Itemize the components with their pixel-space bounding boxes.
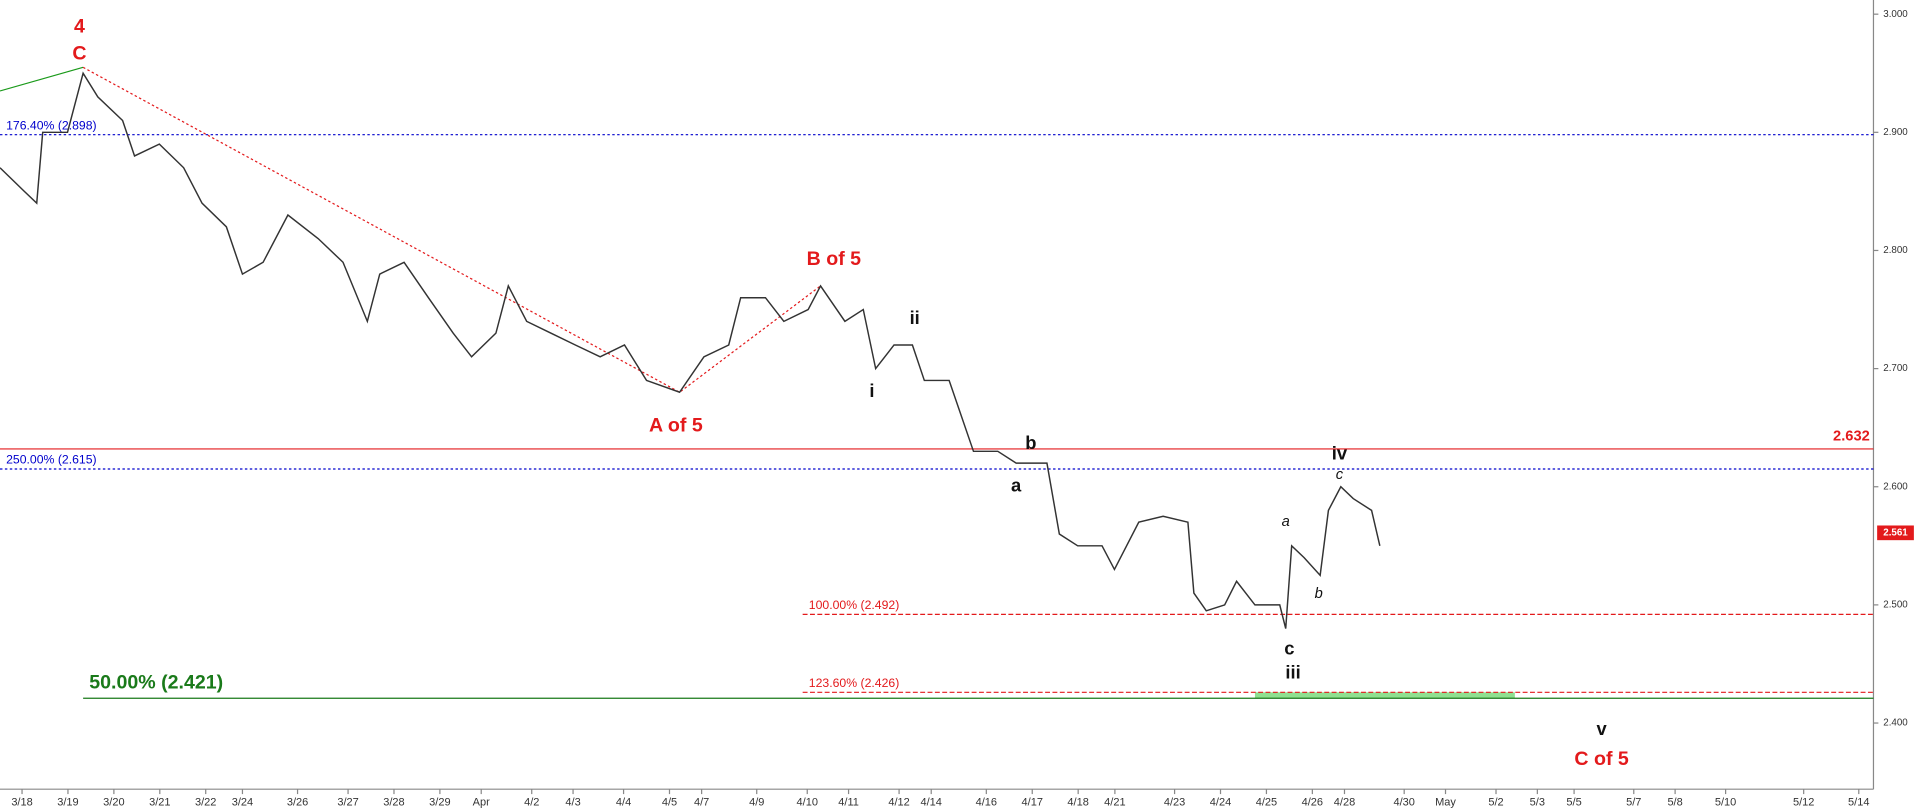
- wave-label: a: [1282, 514, 1290, 530]
- wave-label: b: [1315, 586, 1323, 602]
- level-label: 50.00% (2.421): [89, 672, 223, 694]
- y-tick-label: 2.700: [1883, 363, 1908, 374]
- y-tick-label: 2.500: [1883, 599, 1908, 610]
- level-label: 176.40% (2.898): [6, 118, 97, 132]
- wave-label: i: [869, 380, 874, 401]
- x-tick-label: 4/26: [1302, 797, 1323, 809]
- target-zone: [1254, 692, 1515, 699]
- wave-label: b: [1025, 432, 1036, 453]
- y-tick-label: 2.600: [1883, 481, 1908, 492]
- x-tick-label: 4/18: [1067, 797, 1088, 809]
- level-label: 2.632: [1833, 429, 1870, 445]
- x-tick-label: 4/21: [1104, 797, 1125, 809]
- x-tick-label: 4/12: [888, 797, 909, 809]
- x-tick-label: 4/25: [1256, 797, 1277, 809]
- wave-label: B of 5: [807, 248, 862, 270]
- level-label: 123.60% (2.426): [809, 676, 900, 690]
- x-tick-label: 5/3: [1530, 797, 1545, 809]
- wave-label: C: [72, 43, 86, 65]
- x-tick-label: 4/10: [797, 797, 818, 809]
- wave-label: v: [1597, 718, 1608, 739]
- level-label: 100.00% (2.492): [809, 598, 900, 612]
- wave-label: c: [1284, 638, 1294, 659]
- x-tick-label: 5/12: [1793, 797, 1814, 809]
- x-tick-label: May: [1435, 797, 1456, 809]
- x-tick-label: 4/2: [524, 797, 539, 809]
- trendline: [82, 66, 821, 393]
- x-tick-label: 3/24: [232, 797, 253, 809]
- x-tick-label: 5/7: [1626, 797, 1641, 809]
- x-tick-label: 3/18: [11, 797, 32, 809]
- x-tick-label: 4/14: [921, 797, 942, 809]
- wave-label: a: [1011, 475, 1022, 496]
- x-tick-label: 4/17: [1022, 797, 1043, 809]
- level-label: 250.00% (2.615): [6, 453, 97, 467]
- x-tick-label: 4/5: [662, 797, 677, 809]
- x-tick-label: 5/10: [1715, 797, 1736, 809]
- last-price-box: [1877, 525, 1914, 541]
- x-tick-label: 4/30: [1393, 797, 1414, 809]
- trendline: [0, 66, 84, 92]
- wave-label: iii: [1285, 661, 1300, 682]
- x-tick-label: 5/14: [1848, 797, 1869, 809]
- wave-label: 4: [74, 15, 85, 37]
- x-tick-label: 3/22: [195, 797, 216, 809]
- y-tick-label: 2.800: [1883, 245, 1908, 256]
- x-tick-label: 3/29: [429, 797, 450, 809]
- last-price-label: 2.561: [1883, 527, 1908, 538]
- wave-label: ii: [910, 307, 920, 328]
- x-tick-label: 3/27: [337, 797, 358, 809]
- x-tick-label: 4/24: [1210, 797, 1231, 809]
- x-tick-label: 5/8: [1667, 797, 1682, 809]
- x-tick-label: 3/28: [383, 797, 404, 809]
- x-tick-label: Apr: [473, 797, 490, 809]
- x-tick-label: 4/7: [694, 797, 709, 809]
- y-tick-label: 2.900: [1883, 127, 1908, 138]
- x-tick-label: 5/5: [1566, 797, 1581, 809]
- x-tick-label: 3/26: [287, 797, 308, 809]
- price-line: [0, 71, 1381, 629]
- y-tick-label: 3.000: [1883, 9, 1908, 20]
- x-tick-label: 4/3: [565, 797, 580, 809]
- wave-label: C of 5: [1574, 748, 1629, 770]
- y-tick-label: 2.400: [1883, 718, 1908, 729]
- x-tick-label: 3/19: [57, 797, 78, 809]
- x-tick-label: 4/16: [976, 797, 997, 809]
- x-tick-label: 3/21: [149, 797, 170, 809]
- x-tick-label: 4/28: [1334, 797, 1355, 809]
- x-tick-label: 4/4: [616, 797, 631, 809]
- x-tick-label: 5/2: [1488, 797, 1503, 809]
- wave-label: iv: [1332, 443, 1348, 464]
- wave-label: A of 5: [649, 415, 703, 437]
- x-tick-label: 4/9: [749, 797, 764, 809]
- x-tick-label: 4/23: [1164, 797, 1185, 809]
- x-tick-label: 3/20: [103, 797, 124, 809]
- wave-label: c: [1336, 467, 1344, 483]
- x-tick-label: 4/11: [838, 797, 859, 809]
